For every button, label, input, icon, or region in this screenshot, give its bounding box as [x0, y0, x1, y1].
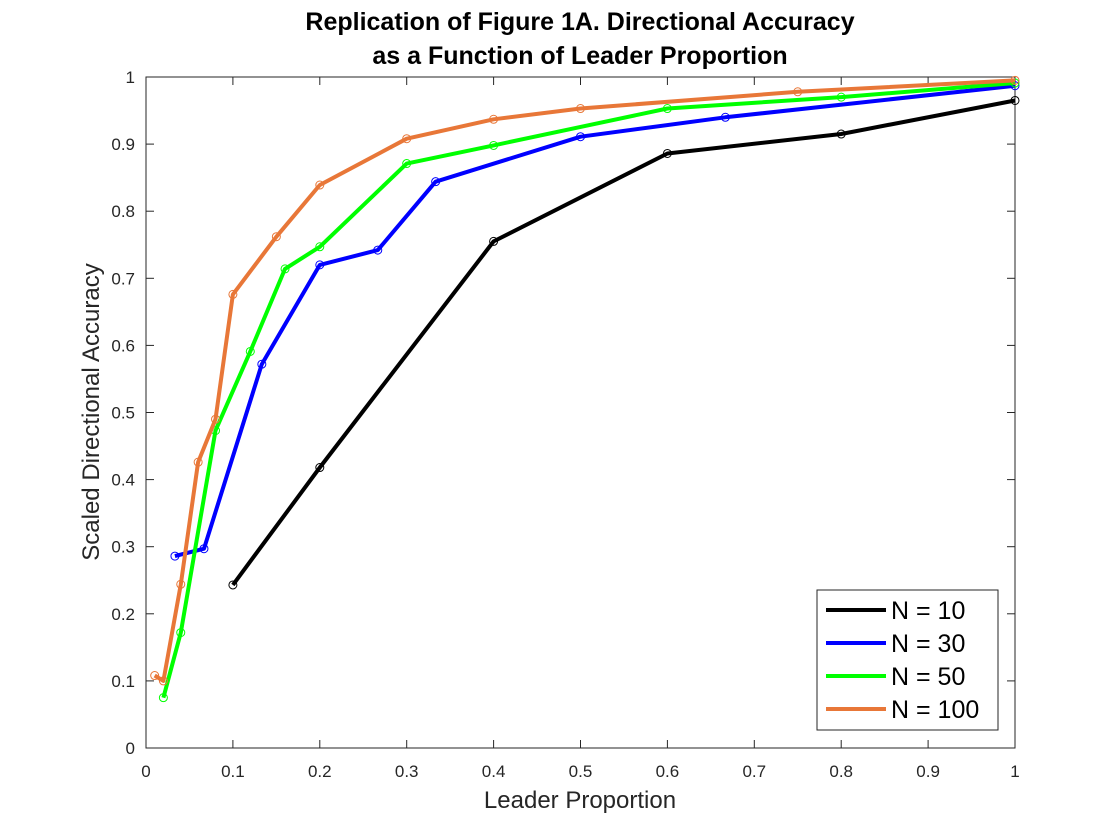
y-tick-label: 1: [126, 68, 135, 87]
data-point: [271, 232, 281, 242]
data-point: [315, 242, 325, 252]
x-tick-label: 0.6: [656, 762, 680, 781]
data-point: [720, 112, 730, 122]
data-point: [193, 457, 203, 467]
x-tick-label: 0.1: [221, 762, 245, 781]
data-point: [373, 245, 383, 255]
legend-label: N = 30: [891, 630, 965, 658]
data-point: [170, 551, 180, 561]
series-n-100: [150, 75, 1020, 686]
data-point: [793, 87, 803, 97]
x-tick-label: 0.8: [829, 762, 853, 781]
data-point: [245, 346, 255, 356]
y-axis-label: Scaled Directional Accuracy: [78, 263, 105, 560]
data-point: [836, 129, 846, 139]
series-line: [153, 78, 1016, 683]
legend-box: [816, 589, 999, 731]
legend-label: N = 100: [891, 696, 979, 724]
data-point: [489, 236, 499, 246]
data-point: [315, 463, 325, 473]
data-point: [176, 628, 186, 638]
data-point: [402, 134, 412, 144]
y-tick-label: 0: [126, 739, 135, 758]
legend-label: N = 10: [891, 597, 965, 625]
data-point: [150, 671, 160, 681]
data-point: [158, 676, 168, 686]
data-point: [836, 92, 846, 102]
data-point: [211, 414, 221, 424]
y-tick-label: 0.9: [111, 135, 135, 154]
x-tick-label: 0.4: [482, 762, 506, 781]
series-line: [174, 83, 1016, 559]
y-tick-label: 0.7: [111, 269, 135, 288]
data-point: [662, 148, 672, 158]
axis-ticks: 0 0.1 0.2 0.3 0.4 0.5 0.6 0.7 0.8 0.9 1 0 0.1 0.2 0.3 0…: [111, 68, 1019, 781]
x-tick-label: 0.9: [916, 762, 940, 781]
chart-title-line-2: as a Function of Leader Proportion: [372, 42, 787, 70]
x-tick-label: 0.3: [395, 762, 419, 781]
data-point: [158, 693, 168, 703]
data-point: [228, 289, 238, 299]
series-n-50: [158, 78, 1020, 703]
legend-label: N = 50: [891, 663, 965, 691]
data-point: [402, 159, 412, 169]
data-point: [257, 359, 267, 369]
data-point: [176, 579, 186, 589]
data-point: [280, 264, 290, 274]
x-tick-label: 0.7: [742, 762, 766, 781]
data-point: [1010, 78, 1020, 88]
x-tick-label: 0.5: [569, 762, 593, 781]
series-line: [161, 81, 1016, 699]
data-point: [576, 132, 585, 142]
data-point: [315, 180, 325, 190]
data-point: [315, 260, 325, 270]
y-tick-label: 0.4: [111, 471, 135, 490]
x-tick-label: 1: [1010, 762, 1019, 781]
legend: N = 10 N = 30 N = 50 N = 100: [816, 589, 999, 731]
data-point: [1010, 95, 1020, 105]
y-tick-label: 0.3: [111, 538, 135, 557]
series-n-30: [170, 81, 1020, 561]
data-point: [489, 140, 499, 150]
y-tick-label: 0.8: [111, 202, 135, 221]
data-point: [199, 544, 209, 554]
chart-title-line-1: Replication of Figure 1A. Directional Ac…: [305, 8, 854, 36]
y-tick-label: 0.2: [111, 605, 135, 624]
series-lines: [150, 75, 1020, 703]
data-point: [489, 114, 499, 124]
y-tick-label: 0.5: [111, 404, 135, 423]
data-point: [662, 104, 672, 114]
series-line: [231, 98, 1016, 587]
y-tick-label: 0.6: [111, 336, 135, 355]
x-tick-label: 0: [141, 762, 150, 781]
data-point: [576, 104, 585, 114]
x-axis-label: Leader Proportion: [484, 787, 676, 814]
series-n-10: [228, 95, 1020, 590]
y-tick-label: 0.1: [111, 672, 135, 691]
data-point: [431, 177, 441, 187]
x-tick-label: 0.2: [308, 762, 332, 781]
data-point: [1010, 75, 1020, 85]
data-point: [228, 580, 238, 590]
